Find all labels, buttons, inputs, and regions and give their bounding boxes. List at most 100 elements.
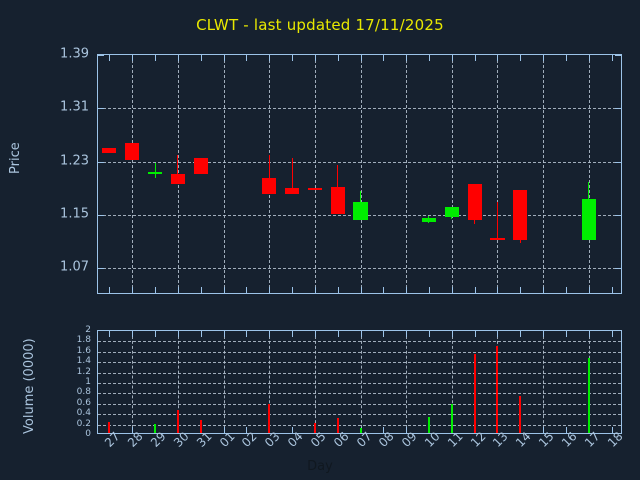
day-tick (588, 55, 590, 61)
day-tick (543, 331, 545, 337)
chart-title: CLWT - last updated 17/11/2025 (196, 16, 444, 34)
day-gridline (543, 55, 545, 293)
price-tick (615, 215, 621, 216)
day-tick (269, 331, 271, 337)
day-tick (565, 331, 567, 337)
volume-bar (313, 422, 316, 433)
candle-wick (177, 155, 179, 184)
candle-wick (291, 157, 293, 194)
candle-body (125, 143, 140, 161)
day-tick (223, 427, 225, 433)
candle-wick (154, 163, 156, 179)
candle-body (467, 183, 482, 220)
day-tick (565, 427, 567, 433)
day-tick (269, 287, 271, 293)
volume-bar (199, 420, 202, 433)
volume-gridline (98, 372, 621, 374)
day-gridline (451, 331, 453, 433)
volume-tick-label: 0 (85, 429, 91, 439)
day-tick (360, 287, 362, 293)
day-axis-label: Day (307, 459, 333, 474)
price-tick-label: 1.39 (60, 46, 89, 62)
price-tick (98, 268, 104, 270)
day-tick (200, 287, 202, 293)
volume-bar (176, 410, 179, 433)
day-tick (383, 427, 385, 433)
price-tick (615, 268, 621, 270)
price-gridline (98, 161, 621, 163)
day-tick (588, 331, 590, 337)
price-gridline (98, 268, 621, 270)
volume-bar (587, 357, 590, 433)
volume-gridline (98, 362, 621, 364)
candle-body (513, 189, 528, 240)
price-tick (98, 55, 104, 56)
candle-body (330, 187, 345, 215)
day-tick (611, 287, 613, 293)
volume-bar (108, 421, 111, 433)
volume-bar (427, 417, 430, 433)
volume-tick-label: 1.4 (76, 356, 91, 367)
price-tick (615, 161, 621, 163)
volume-bar (496, 345, 499, 433)
volume-tick-label: 2 (85, 325, 91, 335)
volume-bar (268, 404, 271, 433)
day-tick (314, 287, 316, 293)
day-tick (360, 55, 362, 61)
price-tick (98, 161, 104, 163)
price-tick (615, 108, 621, 110)
day-tick (246, 427, 248, 433)
day-gridline (451, 55, 453, 293)
day-tick (155, 55, 157, 61)
day-tick (543, 427, 545, 433)
day-tick (132, 331, 134, 337)
day-tick (565, 287, 567, 293)
day-tick (337, 287, 339, 293)
day-tick (543, 55, 545, 61)
volume-tick-label: 1.6 (76, 345, 91, 356)
day-tick (474, 55, 476, 61)
day-gridline (497, 55, 499, 293)
day-tick (269, 55, 271, 61)
volume-gridline (98, 403, 621, 405)
day-tick (132, 55, 134, 61)
price-tick-label: 1.31 (60, 99, 89, 115)
day-tick (383, 331, 385, 337)
volume-gridline (98, 414, 621, 416)
day-gridline (314, 55, 316, 293)
day-tick (474, 287, 476, 293)
volume-tick-label: 0.8 (76, 387, 91, 398)
day-tick (223, 55, 225, 61)
candle-body (193, 158, 208, 174)
day-tick (543, 287, 545, 293)
candle-body (444, 207, 459, 217)
candle-body (307, 188, 322, 191)
candle-body (581, 199, 596, 240)
day-tick (428, 55, 430, 61)
day-tick (474, 331, 476, 337)
day-tick (451, 55, 453, 61)
day-tick (177, 55, 179, 61)
volume-bar (154, 423, 157, 433)
price-tick (98, 108, 104, 110)
day-gridline (588, 55, 590, 293)
candle-body (353, 202, 368, 220)
day-gridline (360, 55, 362, 293)
day-tick (246, 55, 248, 61)
day-tick (314, 331, 316, 337)
volume-gridline (98, 393, 621, 395)
candle-body (262, 177, 277, 194)
day-tick (292, 55, 294, 61)
day-tick (109, 55, 111, 61)
day-tick (223, 331, 225, 337)
candle-body (284, 188, 300, 194)
day-gridline (223, 331, 225, 433)
day-tick (520, 331, 522, 337)
candle-body (147, 171, 163, 174)
day-tick (406, 331, 408, 337)
day-tick (337, 331, 339, 337)
day-tick (246, 331, 248, 337)
day-tick (406, 55, 408, 61)
day-tick (109, 331, 111, 337)
day-tick (292, 331, 294, 337)
